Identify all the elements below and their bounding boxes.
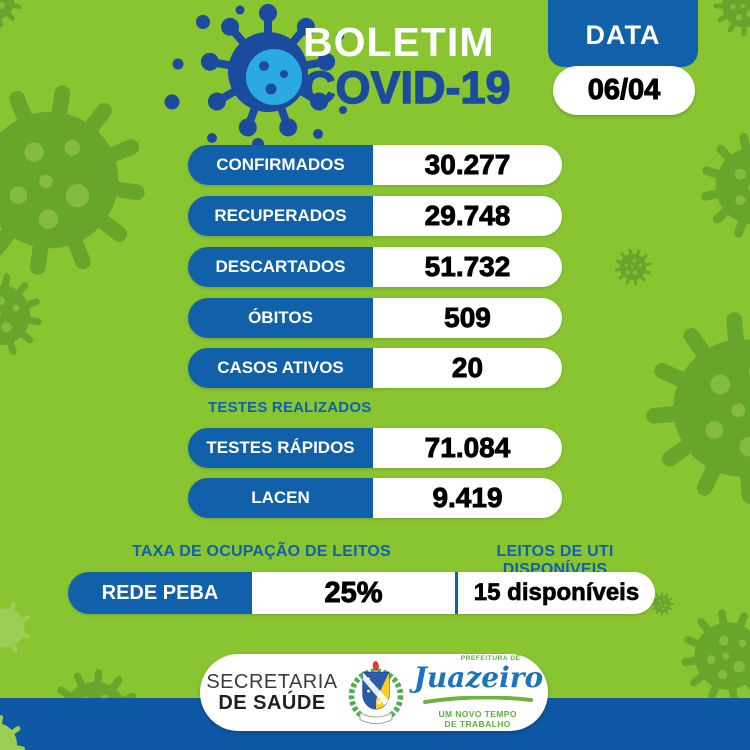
stat-row-confirmados: CONFIRMADOS 30.277 xyxy=(188,145,562,185)
beds-occupancy-label: TAXA DE OCUPAÇÃO DE LEITOS xyxy=(132,543,391,560)
title-block: BOLETIM COVID-19 xyxy=(302,19,511,113)
stat-label: TESTES RÁPIDOS xyxy=(188,428,373,468)
stat-value: 9.419 xyxy=(373,478,562,518)
stat-row-recuperados: RECUPERADOS 29.748 xyxy=(188,196,562,236)
stat-value: 30.277 xyxy=(373,145,562,185)
beds-pill: REDE PEBA 25% 15 disponíveis xyxy=(68,572,655,614)
stat-row-obitos: ÓBITOS 509 xyxy=(188,298,562,338)
stat-label: ÓBITOS xyxy=(188,298,373,338)
stat-label: DESCARTADOS xyxy=(188,247,373,287)
stat-row-descartados: DESCARTADOS 51.732 xyxy=(188,247,562,287)
beds-network-label: REDE PEBA xyxy=(68,572,252,614)
stat-row-casos-ativos: CASOS ATIVOS 20 xyxy=(188,348,562,388)
slogan-line1: UM NOVO TEMPO xyxy=(438,708,517,719)
secretary-line2: DE SAÚDE xyxy=(218,691,326,714)
stat-row-lacen: LACEN 9.419 xyxy=(188,478,562,518)
title-boletim: BOLETIM xyxy=(303,19,495,65)
stat-row-testes-rapidos: TESTES RÁPIDOS 71.084 xyxy=(188,428,562,468)
footer-pill: SECRETARIA DE SAÚDE PREFEITURA DE Juazei… xyxy=(200,654,548,731)
date-pill: 06/04 xyxy=(553,66,695,115)
stat-value: 29.748 xyxy=(373,196,562,236)
tests-section-label: TESTES REALIZADOS xyxy=(208,399,372,416)
virus-icon xyxy=(164,4,347,150)
swoosh-icon xyxy=(422,695,533,704)
stat-label: LACEN xyxy=(188,478,373,518)
date-box: DATA xyxy=(548,0,698,67)
secretary-logo-text: SECRETARIA DE SAÚDE xyxy=(206,670,338,714)
date-label: DATA xyxy=(585,20,661,50)
secretary-line1: SECRETARIA xyxy=(206,670,338,693)
prefecture-logo: PREFEITURA DE Juazeiro UM NOVO TEMPO DE … xyxy=(413,655,544,729)
title-covid19: COVID-19 xyxy=(302,62,511,113)
prefecture-slogan: UM NOVO TEMPO DE TRABALHO xyxy=(414,709,542,729)
stat-label: RECUPERADOS xyxy=(188,196,373,236)
stat-value: 509 xyxy=(373,298,562,338)
coat-of-arms-icon xyxy=(348,660,403,724)
prefecture-top-label: PREFEITURA DE xyxy=(460,655,521,663)
beds-occupancy-value: 25% xyxy=(252,572,455,614)
beds-icu-value: 15 disponíveis xyxy=(458,572,655,614)
slogan-line2: DE TRABALHO xyxy=(444,718,511,729)
stat-value: 71.084 xyxy=(373,428,562,468)
stat-value: 51.732 xyxy=(373,247,562,287)
beds-divider xyxy=(455,572,458,614)
stat-label: CONFIRMADOS xyxy=(188,145,373,185)
stat-label: CASOS ATIVOS xyxy=(188,348,373,388)
date-value: 06/04 xyxy=(587,74,661,107)
prefecture-name: Juazeiro xyxy=(413,660,544,694)
stat-value: 20 xyxy=(373,348,562,388)
